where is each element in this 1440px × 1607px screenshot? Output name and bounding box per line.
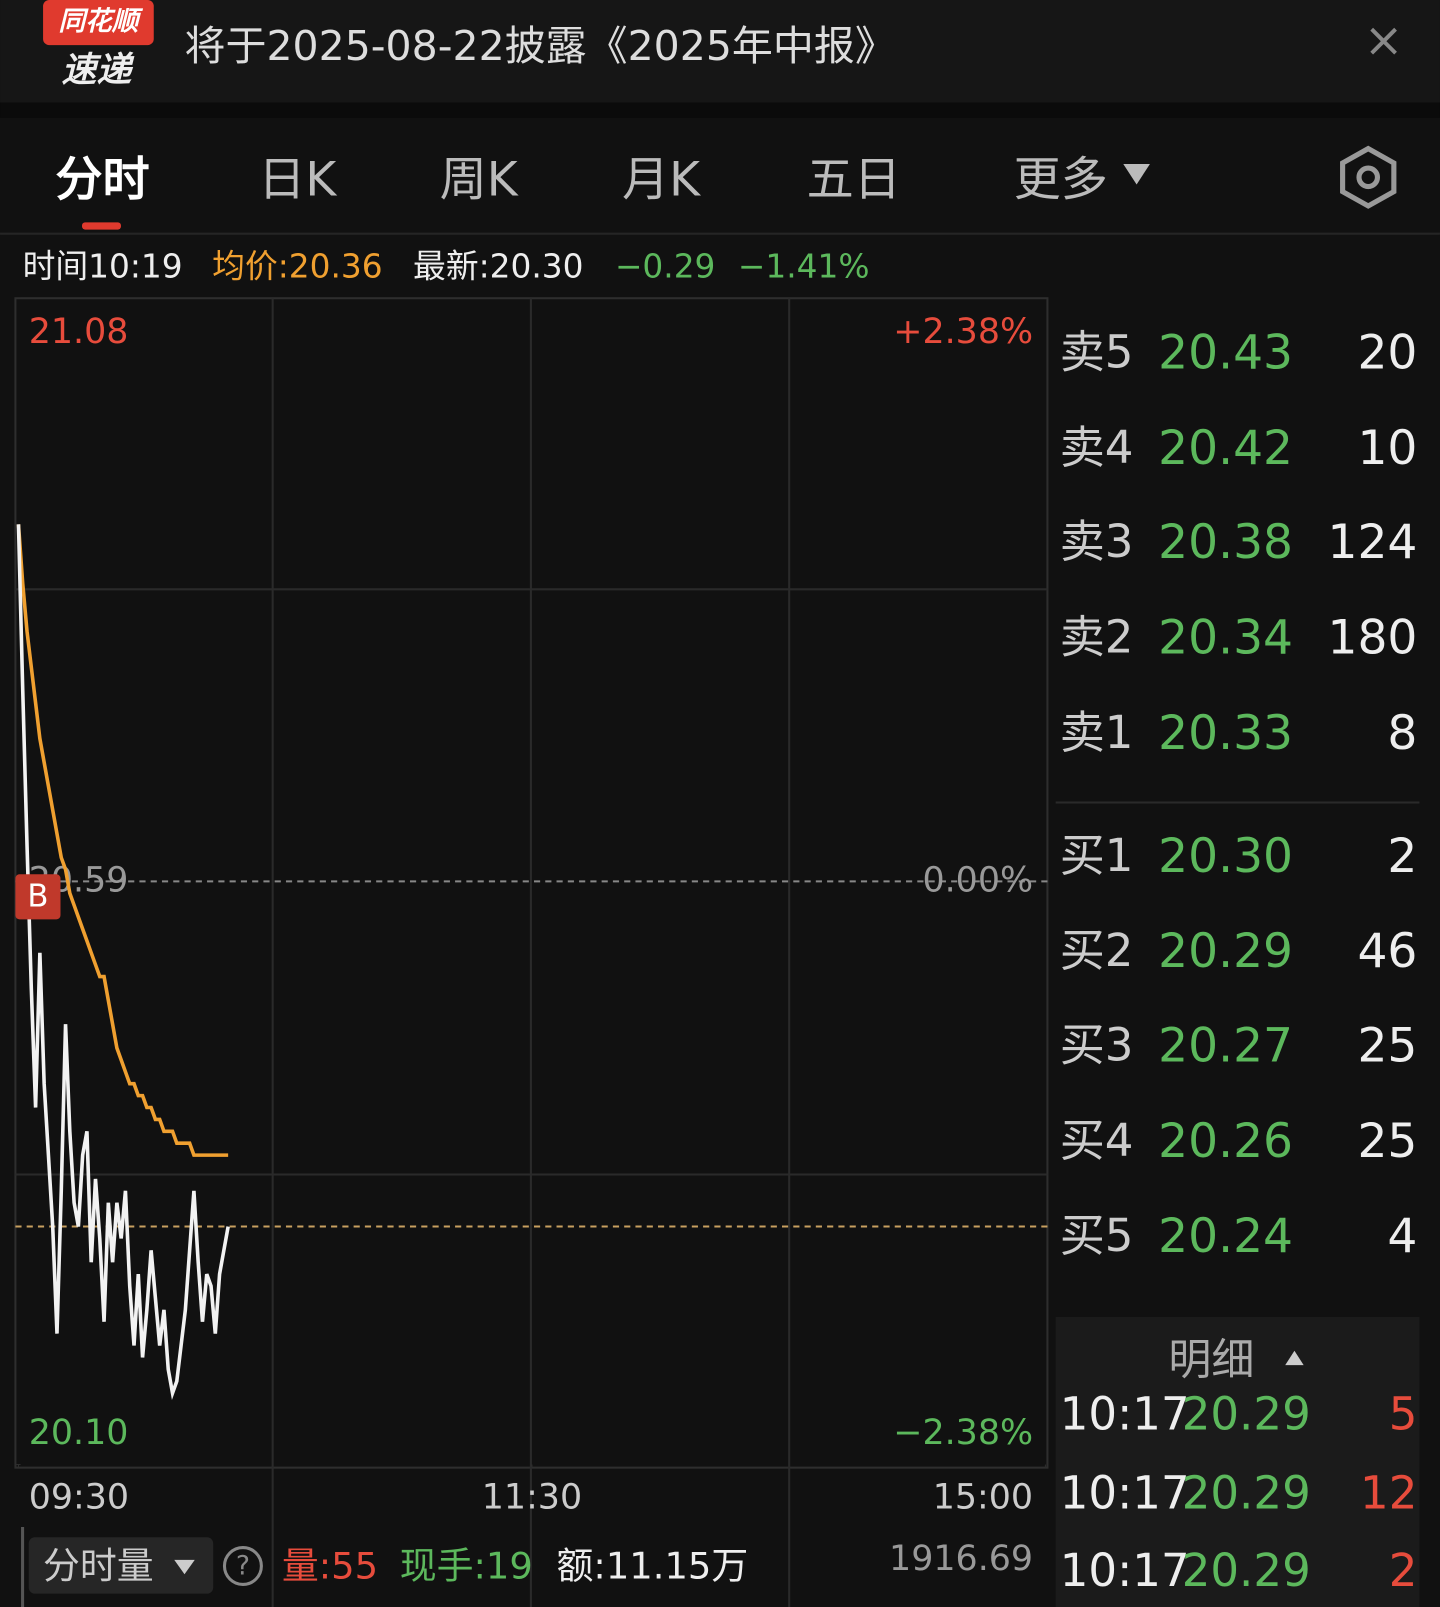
detail-price: 20.29 (1182, 1387, 1311, 1440)
book-price: 20.42 (1158, 421, 1293, 476)
tab[interactable]: 日K (258, 152, 337, 207)
book-price: 20.34 (1158, 611, 1293, 666)
tab[interactable]: 月K (622, 152, 701, 207)
separator (0, 102, 1440, 118)
book-volume: 8 (1387, 706, 1417, 761)
avg-value: 20.36 (289, 248, 383, 286)
info-change-pct: −1.41% (738, 248, 870, 286)
time-value: 10:19 (88, 248, 182, 286)
logo-bottom: 速递 (62, 51, 136, 91)
details-panel (1055, 1316, 1420, 1607)
book-volume: 25 (1357, 1018, 1417, 1073)
detail-volume: 2 (1389, 1544, 1418, 1597)
x-tick-label: 15:00 (933, 1477, 1033, 1517)
book-label: 卖5 (1060, 326, 1134, 379)
buy-marker-label: B (27, 878, 48, 914)
info-avg: 均价:20.36 (212, 248, 382, 286)
book-label: 卖1 (1060, 706, 1134, 759)
volume: 量:55 (282, 1545, 378, 1588)
book-label: 买3 (1060, 1018, 1134, 1071)
header-title[interactable]: 将于2025-08-22披露《2025年中报》 (185, 22, 896, 70)
detail-volume: 5 (1389, 1387, 1418, 1440)
book-label: 卖4 (1060, 421, 1134, 474)
book-price: 20.33 (1158, 706, 1293, 761)
tab[interactable]: 五日 (807, 152, 901, 207)
price-line (16, 524, 230, 1401)
latest-label: 最新: (413, 248, 490, 286)
logo-top: 同花顺 (58, 6, 143, 37)
y-tick-label: 20.10 (29, 1413, 129, 1453)
book-label: 买1 (1060, 829, 1134, 882)
details-title[interactable]: 明细 (1168, 1336, 1254, 1386)
settings-dot (1356, 165, 1381, 190)
logo-box (43, 0, 154, 46)
book-volume: 2 (1387, 829, 1417, 884)
settings-icon[interactable] (1340, 145, 1397, 209)
book-label: 买4 (1060, 1114, 1134, 1167)
book-label: 买5 (1060, 1209, 1134, 1262)
latest-value: 20.30 (490, 248, 584, 286)
help-circle[interactable] (222, 1546, 263, 1586)
y-tick-label: 21.08 (29, 312, 129, 352)
volume-selector[interactable]: 分时量 (43, 1545, 154, 1588)
pct-label: −2.38% (893, 1413, 1033, 1453)
book-volume: 124 (1327, 515, 1417, 570)
more-arrow (1123, 163, 1150, 185)
close-button[interactable]: × (1364, 13, 1404, 68)
detail-time: 10:17 (1060, 1544, 1190, 1597)
detail-time: 10:17 (1060, 1466, 1190, 1519)
book-price: 20.43 (1158, 326, 1293, 381)
book-label: 卖3 (1060, 515, 1134, 568)
book-price: 20.24 (1158, 1209, 1293, 1264)
buy-marker (15, 874, 61, 920)
book-price: 20.26 (1158, 1114, 1293, 1169)
book-price: 20.30 (1158, 829, 1293, 884)
book-price: 20.38 (1158, 515, 1293, 570)
time-label: 时间 (23, 248, 89, 286)
selector-arrow (174, 1559, 195, 1575)
detail-volume: 12 (1360, 1466, 1417, 1519)
book-label: 卖2 (1060, 611, 1134, 664)
pct-label: +2.38% (893, 312, 1033, 352)
book-volume: 10 (1357, 421, 1417, 476)
tab-indicator (82, 222, 121, 230)
book-label: 买2 (1060, 924, 1134, 977)
book-volume: 20 (1357, 326, 1417, 381)
book-volume: 180 (1327, 611, 1417, 666)
hand: 现手:19 (400, 1545, 533, 1588)
book-volume: 25 (1357, 1114, 1417, 1169)
header-bg (0, 0, 1440, 103)
tab[interactable]: 分时 (55, 152, 149, 207)
price-line (16, 524, 229, 1157)
info-change: −0.29 (615, 248, 715, 286)
book-price: 20.29 (1158, 924, 1293, 979)
help-mark: ? (236, 1551, 250, 1582)
tab[interactable]: 周K (440, 152, 519, 207)
detail-time: 10:17 (1060, 1387, 1190, 1440)
info-time: 时间10:19 (23, 248, 183, 286)
book-volume: 46 (1357, 924, 1417, 979)
detail-price: 20.29 (1182, 1466, 1311, 1519)
info-latest: 最新:20.30 (413, 248, 583, 286)
x-tick-label: 09:30 (29, 1477, 129, 1517)
book-volume: 4 (1387, 1209, 1417, 1264)
details-arrow (1285, 1350, 1304, 1366)
selector-box[interactable] (28, 1537, 214, 1594)
settings-hex (1340, 145, 1397, 209)
tab[interactable]: 更多 (1014, 152, 1108, 207)
pct-label: 0.00% (922, 860, 1033, 900)
amount: 额:11.15万 (557, 1545, 749, 1588)
volume-max: 1916.69 (889, 1539, 1033, 1579)
x-tick-label: 11:30 (482, 1477, 582, 1517)
book-price: 20.27 (1158, 1018, 1293, 1073)
avg-label: 均价: (212, 248, 289, 286)
detail-price: 20.29 (1182, 1544, 1311, 1597)
